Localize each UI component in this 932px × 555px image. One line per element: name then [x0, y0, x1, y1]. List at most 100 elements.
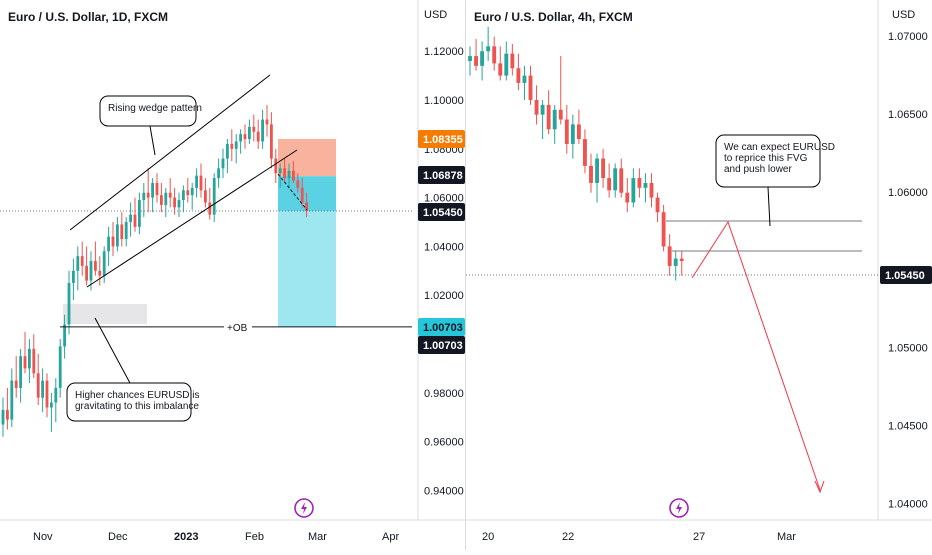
h4-chart-panel[interactable]: Euro / U.S. Dollar, 4h, FXCM USD 1.04000 1.…: [466, 0, 932, 550]
ob-label-bg: [224, 319, 252, 334]
imbalance-callout-pointer: [94, 317, 131, 384]
price-label-1-bg: [418, 166, 465, 184]
y-axis-unit: USD: [424, 9, 447, 21]
imbalance-callout-text: gravitating to this imbalance: [75, 401, 199, 412]
candle-body: [54, 387, 58, 403]
candle-body: [486, 46, 491, 52]
candle-body: [468, 56, 472, 61]
candle-body: [300, 187, 304, 203]
candle-body: [41, 380, 45, 398]
candle-body: [256, 131, 260, 142]
candle-body: [221, 158, 225, 169]
y-tick-label: 1.10000: [424, 95, 464, 107]
price-label-3: 1.00703: [423, 322, 463, 334]
wedge-callout: Rising wedge pattern: [99, 95, 202, 156]
candle-body: [89, 261, 93, 281]
imbalance-callout-text: Higher chances EURUSD is: [75, 390, 200, 401]
candle-body: [601, 158, 606, 179]
daily-chart-panel[interactable]: Euro / U.S. Dollar, 1D, FXCM USD 0.94000 0.…: [0, 0, 466, 550]
candle-body: [243, 134, 247, 140]
candle-body: [19, 356, 23, 388]
candle-body: [177, 200, 181, 208]
y-tick-label: 1.12000: [424, 46, 464, 58]
chart-title: Euro / U.S. Dollar, 4h, FXCM: [474, 10, 633, 24]
wedge-lower-line: [86, 149, 298, 288]
candle-body: [27, 348, 31, 369]
h4-chart-svg[interactable]: Euro / U.S. Dollar, 4h, FXCM USD 1.04000 1.…: [466, 0, 932, 550]
candle-body: [107, 236, 111, 252]
daily-chart-svg[interactable]: Euro / U.S. Dollar, 1D, FXCM USD 0.94000 0.…: [0, 0, 465, 550]
imbalance-callout-box: [66, 382, 192, 422]
x-tick-label: 27: [693, 531, 705, 543]
y-tick-label: 1.05000: [888, 343, 928, 355]
candle-body: [159, 195, 163, 205]
candle-body: [607, 178, 612, 191]
imbalance-zone: [63, 304, 147, 324]
candle-body: [239, 134, 243, 142]
wedge-upper-line: [69, 74, 271, 231]
candle-body: [291, 170, 295, 181]
candle-body: [111, 236, 115, 247]
candle-body: [522, 75, 527, 83]
candle-body: [283, 168, 287, 179]
price-label-0: 1.08355: [423, 134, 463, 146]
fvg-callout-text: and push lower: [724, 164, 792, 175]
candle-body: [102, 251, 106, 276]
candle-body: [142, 192, 146, 201]
candle-body: [576, 124, 581, 140]
candle-body: [129, 214, 133, 222]
candle-body: [558, 109, 563, 120]
price-label-4: 1.00703: [423, 340, 463, 352]
candle-body: [98, 270, 102, 276]
projection-dashed: [277, 173, 308, 211]
candle-body: [265, 119, 269, 125]
y-tick-label: 0.94000: [424, 485, 464, 497]
order-block-label: +OB: [227, 323, 248, 334]
candle-body: [217, 168, 221, 179]
candle-body: [498, 63, 503, 76]
candle-body: [613, 168, 618, 191]
candle-body: [195, 175, 199, 188]
x-tick-label: Feb: [245, 531, 264, 543]
candle-body: [631, 178, 636, 203]
candle-body: [480, 51, 485, 66]
wedge-callout-text: Rising wedge pattern: [108, 103, 202, 114]
y-tick-label: 1.04000: [424, 241, 464, 253]
candle-body: [58, 346, 62, 388]
candle-body: [124, 222, 128, 240]
x-tick-label: Nov: [33, 531, 53, 543]
candle-body: [181, 190, 185, 201]
candle-body: [667, 246, 672, 266]
candle-body: [80, 256, 84, 266]
candle-body: [564, 119, 569, 144]
candle-body: [115, 224, 119, 247]
candle-body: [76, 256, 80, 271]
wedge-callout-pointer: [149, 125, 156, 156]
candle-body: [199, 175, 203, 191]
candle-body: [296, 180, 300, 188]
price-label-current-bg: [880, 266, 932, 284]
candle-body: [474, 56, 478, 66]
candle-body: [546, 104, 551, 130]
candle-body: [637, 178, 642, 188]
candle-body: [45, 380, 49, 408]
candle-body: [305, 202, 309, 212]
h4-candles: [468, 26, 684, 281]
candle-body: [10, 380, 14, 420]
price-label-4-bg: [418, 336, 465, 354]
candle-body: [32, 348, 36, 374]
candle-body: [164, 192, 168, 205]
candle-body: [492, 46, 497, 64]
x-tick-label: Mar: [308, 531, 327, 543]
x-tick-label: Dec: [108, 531, 128, 543]
candle-body: [151, 182, 155, 198]
candle-body: [137, 200, 141, 227]
candle-body: [212, 178, 216, 215]
candle-body: [186, 190, 190, 196]
candle-body: [643, 182, 648, 188]
y-tick-label: 0.96000: [424, 437, 464, 449]
price-label-0-bg: [418, 130, 465, 148]
candle-body: [190, 187, 194, 196]
candle-body: [1, 409, 5, 425]
